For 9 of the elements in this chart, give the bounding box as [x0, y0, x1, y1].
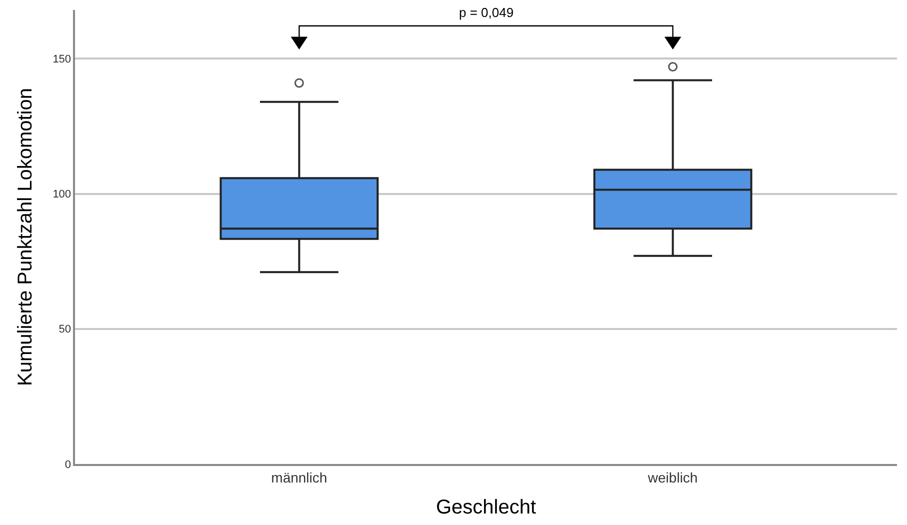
y-tick-label: 150	[52, 53, 72, 66]
x-axis-title: Geschlecht	[436, 496, 536, 519]
y-axis-title: Kumulierte Punktzahl Lokomotion	[14, 88, 37, 386]
y-tick-label: 50	[58, 324, 72, 336]
y-tick-label: 100	[52, 188, 72, 201]
y-tick-label: 0	[64, 458, 72, 471]
x-tick-label: weiblich	[646, 470, 698, 486]
x-tick-label: männlich	[271, 470, 328, 486]
annotation: p = 0,049	[459, 5, 514, 20]
